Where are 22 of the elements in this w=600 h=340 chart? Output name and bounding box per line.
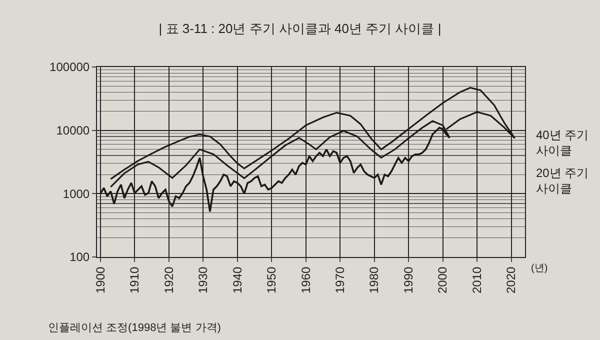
x-tick-label: 1980 [367,266,382,294]
x-tick-label: 1950 [264,266,279,294]
chart-title: | 표 3-11 : 20년 주기 사이클과 40년 주기 사이클 | [158,20,442,36]
y-tick-label: 100000 [50,60,90,74]
x-tick-label: 1940 [230,266,244,294]
y-tick-label: 10000 [56,124,90,138]
y-tick-label: 100 [70,250,90,264]
x-tick-label: 1960 [298,266,313,294]
text: 20년 주기 사이클 [536,166,589,196]
x-tick-label: 2000 [436,266,450,294]
x-tick-label: 1930 [196,266,210,294]
series-label: 40년 주기 사이클 [536,128,589,158]
x-tick-label: 1910 [128,266,142,294]
x-tick-label: 2010 [470,266,484,294]
text: 인플레이션 조정(1998년 불변 가격) [48,322,221,334]
x-tick-label: 1990 [401,266,416,294]
x-tick-label: 2020 [504,266,518,294]
x-tick-label: 1970 [333,266,347,294]
x-tick-label: 1900 [93,266,108,294]
x-tick-label: 1920 [162,266,176,294]
x-axis-title: (년) [531,263,548,274]
y-tick-label: 1000 [62,186,90,201]
